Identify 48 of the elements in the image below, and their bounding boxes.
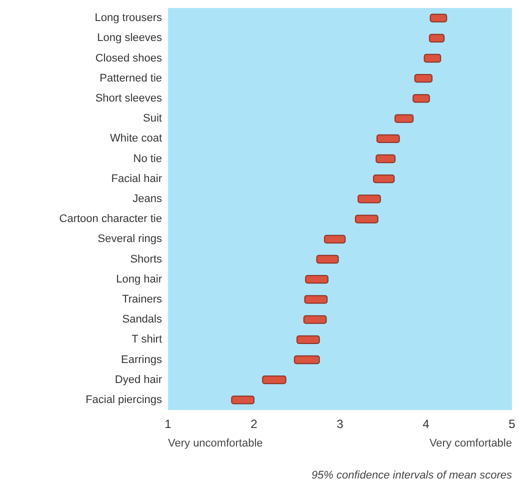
bar [262,376,286,384]
y-tick-label: Shorts [130,253,162,266]
text: 95% confidence intervals of mean scores [311,470,512,482]
y-tick-label: White coat [110,132,162,145]
bar [354,214,378,224]
x-tick-label: 1 [164,417,172,431]
bar [428,34,445,42]
y-tick-label: Long sleeves [97,32,162,44]
bar [316,254,339,264]
bar [394,114,414,123]
text: Very uncomfortable [168,438,263,450]
y-tick-label: No tie [133,152,162,165]
bar [294,355,320,364]
bar [424,54,442,63]
y-tick-label: Earrings [121,354,162,366]
bar [376,154,396,164]
bar [303,315,327,324]
x-tick-label: 4 [422,417,430,431]
bar [304,295,328,304]
y-tick-label: Closed shoes [95,52,162,64]
bar [231,396,254,404]
x-tick-label: 2 [250,417,258,431]
y-tick-label: Short sleeves [95,92,162,104]
y-tick-label: Jeans [132,192,162,205]
text: Very comfortable [429,438,512,450]
y-tick-label: Trainers [122,293,162,306]
y-tick-label: T shirt [132,334,162,346]
x-tick-label: 3 [336,417,344,431]
bar [414,74,433,83]
bar [412,94,430,103]
y-tick-label: Long trousers [94,12,162,24]
bar [373,174,395,184]
bar [305,275,328,284]
y-tick-label: Dyed hair [114,374,162,386]
bar [358,194,381,204]
y-tick-label: Several rings [98,233,162,246]
y-tick-label: Suit [143,112,162,125]
y-tick-label: Long hair [116,273,162,286]
y-tick-label: Facial hair [111,172,162,185]
y-tick-label: Facial piercings [86,394,162,406]
y-tick-label: Sandals [122,314,162,326]
x-tick-label: 5 [508,417,516,431]
y-tick-label: Cartoon character tie [59,213,162,226]
y-tick-label: Patterned tie [100,72,162,84]
bar [324,234,346,244]
bar [296,335,320,344]
bar [376,134,400,143]
bar [430,14,448,22]
